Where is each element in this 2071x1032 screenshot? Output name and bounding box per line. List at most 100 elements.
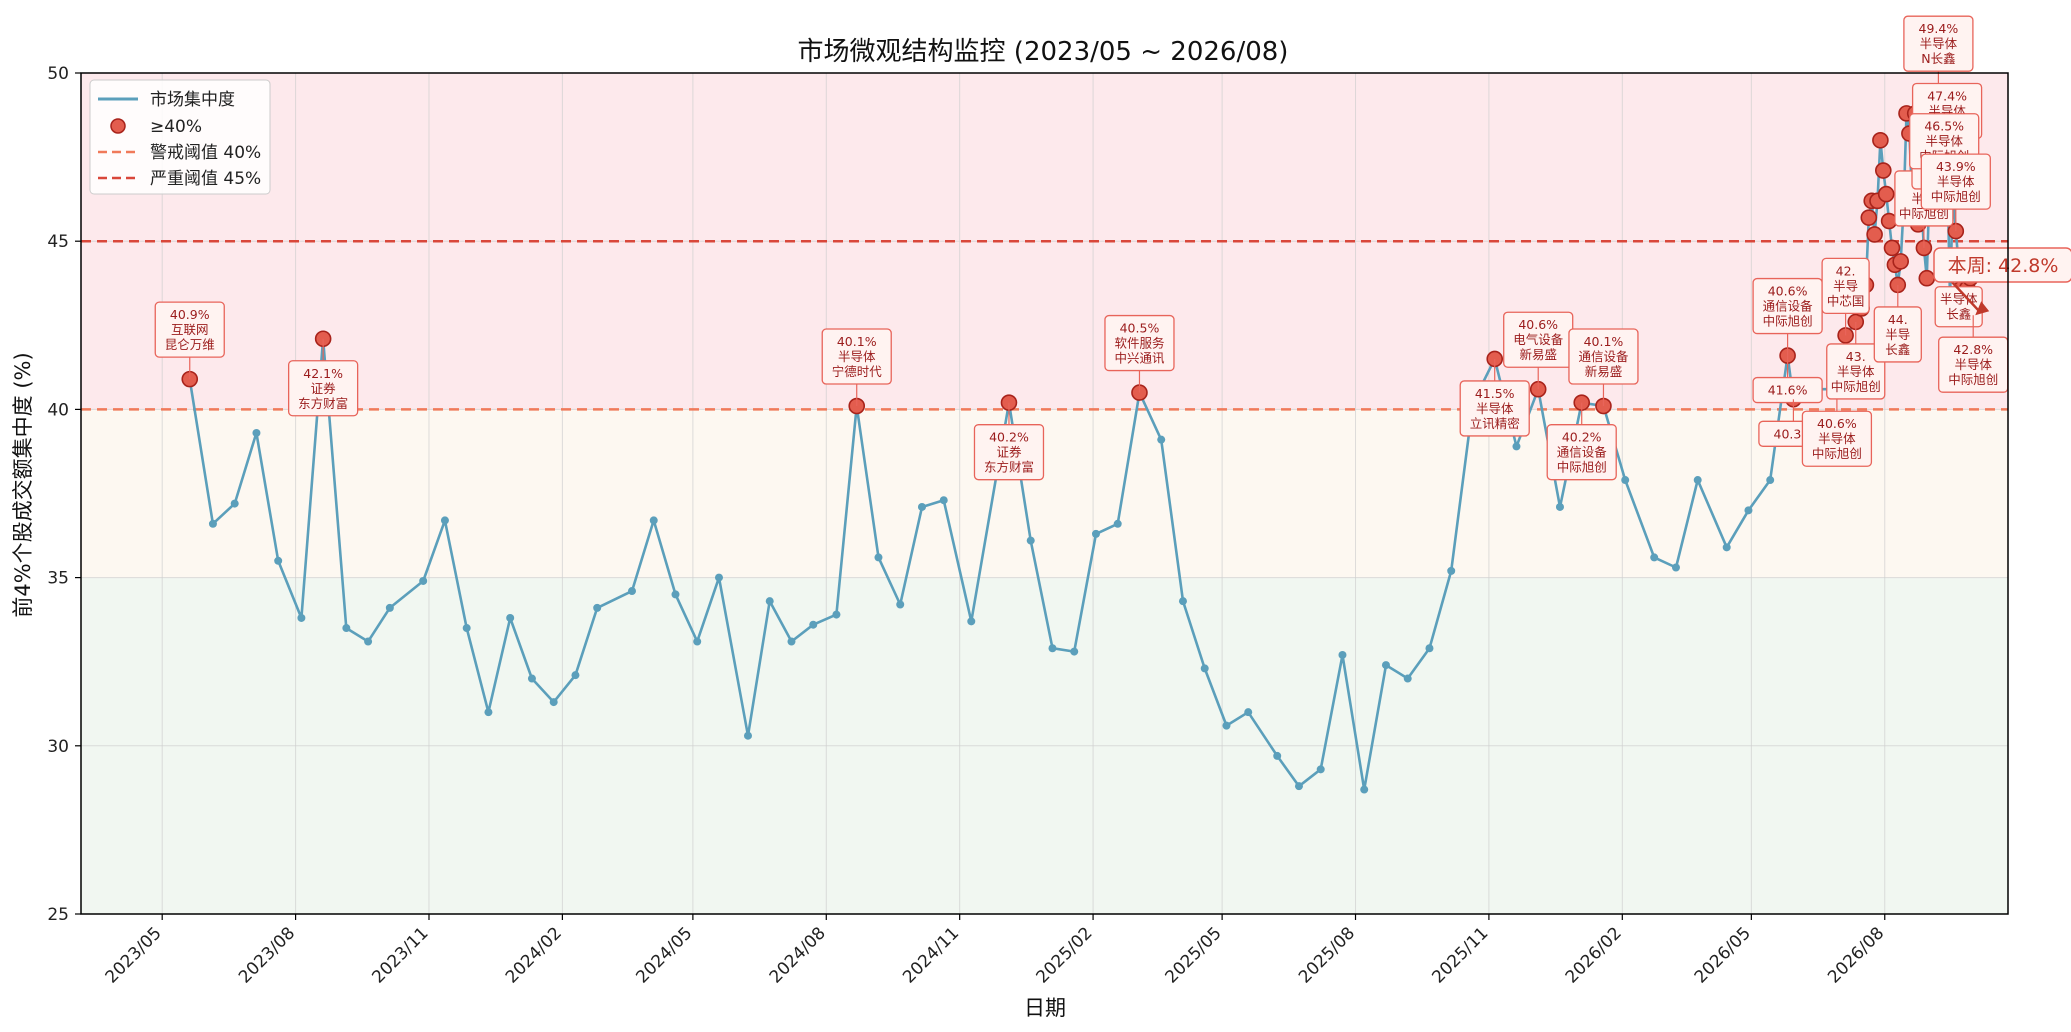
annotation-text: 半导体 [1940,292,1978,307]
annotation-text: 半导 [1885,327,1910,342]
data-point [1555,502,1564,511]
annotation-text: 半导体 [1818,431,1856,446]
annotation-text: 49.4% [1919,21,1959,36]
data-point [714,573,723,582]
y-tick-label: 25 [47,905,69,925]
annotation-text: 宁德时代 [832,364,883,379]
threshold-lines [81,239,2008,411]
x-tick-label: 2024/02 [502,923,566,987]
annotation-text: 43. [1846,349,1866,364]
x-tick-label: 2026/02 [1562,923,1626,987]
data-point [939,496,948,505]
annotation-text: 新易盛 [1519,347,1557,362]
annotation-box [1801,410,1873,467]
annotation-text: 中际旭创 [1812,446,1862,461]
annotation-box [1459,380,1530,437]
annotation-text: 半导体 [838,349,876,364]
annotation-text: 中际旭创 [1557,460,1607,475]
annotation-text: 东方财富 [298,396,348,411]
data-point [1650,553,1659,562]
data-point [419,576,428,585]
x-tick-label: 2025/08 [1295,923,1359,987]
annotation-box [1873,306,1922,363]
annotation-box [1826,343,1886,400]
x-axis-title: 日期 [1024,996,1066,1020]
annotation-text: 40.2% [989,430,1029,445]
data-point [1070,647,1079,656]
data-point [809,620,818,629]
data-point [693,637,702,646]
data-point [208,519,217,528]
data-point [1244,708,1253,717]
data-point [967,617,976,626]
annotation-text: 41.6% [1768,383,1808,398]
annotation-text: 东方财富 [984,460,1034,475]
annotation-text: 证券 [311,381,337,396]
data-point [671,590,680,599]
x-tick-label: 2025/02 [1033,923,1097,987]
annotation-text: 通信设备 [1578,349,1629,364]
annotation-box [1546,424,1617,481]
data-point [342,624,351,633]
y-tick-label: 50 [47,64,69,84]
highlight-point [1877,185,1895,203]
annotation-box [1903,15,1974,72]
data-point [627,587,636,596]
data-point [787,637,796,646]
annotation-text: 中芯国 [1827,293,1865,308]
data-point [364,637,373,646]
annotation-text: 42. [1836,263,1856,278]
x-tick-label: 2023/05 [102,923,166,987]
x-tick-label: 2025/05 [1162,923,1226,987]
annotation-text: 长鑫 [1946,307,1971,322]
annotation-text: 半导体 [1937,174,1975,189]
data-point [1621,476,1630,485]
annotation-text: 半导 [1833,278,1858,293]
x-tick-label: 2024/11 [899,923,963,987]
x-tick-label: 2026/08 [1824,923,1888,987]
zone-band [81,409,2008,578]
current-week-label: 本周: 42.8% [1933,247,2071,316]
highlight-point [1918,269,1936,287]
annotation-text: 中际旭创 [1763,314,1813,329]
annotation-text: 42.1% [303,366,343,381]
annotation-text: 通信设备 [1557,445,1608,460]
data-point [506,613,515,622]
legend: 市场集中度 ≥40% 警戒阈值 40% 严重阈值 45% [89,79,271,195]
data-point [1026,536,1035,545]
data-point [1091,529,1100,538]
data-point [230,499,239,508]
annotation-text: 电气设备 [1513,332,1564,347]
annotation-text: 半导体 [1476,401,1514,416]
annotation-text: 中际旭创 [1931,189,1981,204]
data-point [1113,519,1122,528]
highlight-point [1860,209,1878,226]
annotation-text: 通信设备 [1763,299,1814,314]
data-point [252,428,261,437]
annotation-box [1821,257,1870,315]
data-point [832,610,841,619]
annotation-text: 43.9% [1936,159,1976,174]
annotation-text: 44. [1888,312,1908,327]
legend-line-label: 市场集中度 [150,90,235,110]
annotation-text: 半导体 [1954,357,1992,372]
data-point [1512,442,1521,451]
current-week-arrowhead [1975,301,1990,316]
data-point [1294,782,1303,791]
data-point [593,603,602,612]
annotation-text: 40.2% [1562,430,1602,445]
x-tick-label: 2026/05 [1691,923,1755,987]
legend-severe-label: 严重阈值 45% [150,169,261,189]
annotation-text: 40.6% [1518,317,1558,332]
legend-highlight-label: ≥40% [150,117,202,137]
